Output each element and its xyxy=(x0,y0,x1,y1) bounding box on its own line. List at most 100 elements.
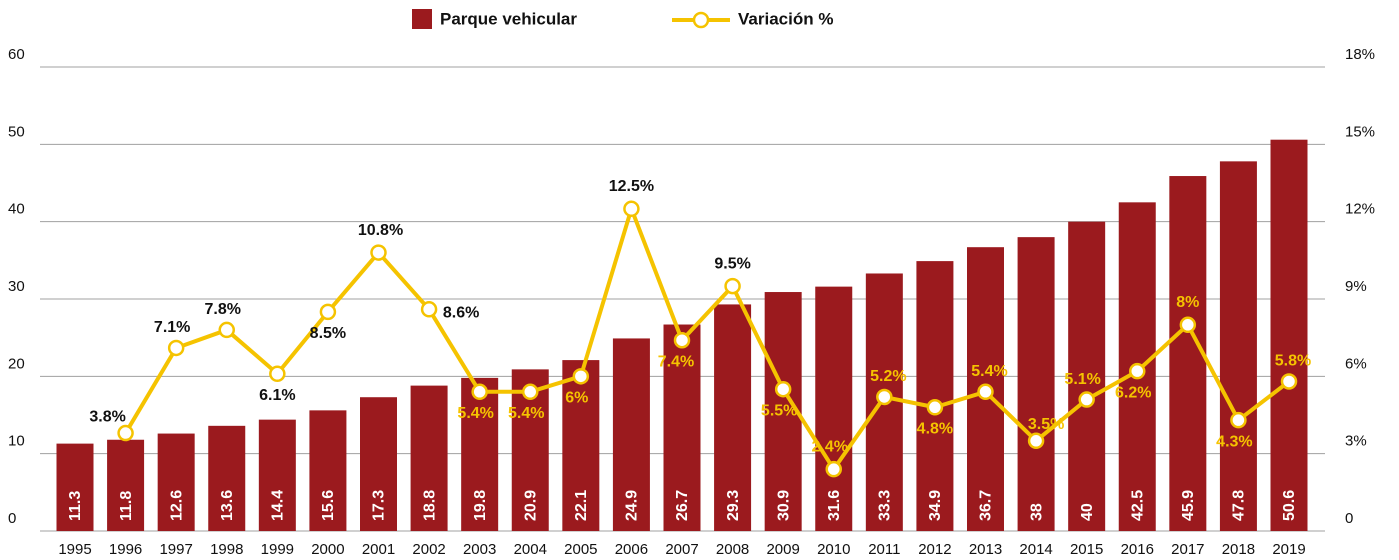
line-point xyxy=(269,365,286,383)
x-tick-label: 2019 xyxy=(1272,541,1305,558)
bar-label: 19.8 xyxy=(472,490,489,521)
x-tick-label: 2012 xyxy=(918,541,951,558)
x-tick-label: 2013 xyxy=(969,541,1002,558)
bar-label: 30.9 xyxy=(775,490,792,521)
line-label: 7.1% xyxy=(154,319,190,336)
x-tick-label: 2016 xyxy=(1121,541,1154,558)
bar xyxy=(258,419,296,531)
bar xyxy=(360,397,397,531)
x-tick-label: 2011 xyxy=(868,541,900,558)
line-point xyxy=(876,388,893,406)
bar xyxy=(56,443,94,531)
line-label: 4.8% xyxy=(917,420,953,437)
x-tick-label: 1996 xyxy=(109,541,142,558)
bar-label: 22.1 xyxy=(573,490,590,521)
line-label: 7.8% xyxy=(205,301,241,318)
y2-tick-label: 3% xyxy=(1345,433,1367,450)
bar-label: 31.6 xyxy=(826,490,843,521)
line-label: 9.5% xyxy=(714,255,750,272)
x-tick-label: 2001 xyxy=(362,541,395,558)
bar xyxy=(157,433,195,531)
bar-label: 11.8 xyxy=(118,491,135,521)
bar xyxy=(1219,161,1257,531)
x-tick-label: 2002 xyxy=(412,541,445,558)
line-label: 12.5% xyxy=(609,178,654,195)
y2-tick-label: 12% xyxy=(1345,201,1375,218)
bar-label: 15.6 xyxy=(320,490,337,521)
bar-label: 29.3 xyxy=(725,490,742,521)
line-point xyxy=(673,331,691,349)
legend-swatch xyxy=(412,9,432,29)
line-point xyxy=(420,301,438,318)
bar-label: 34.9 xyxy=(927,490,944,521)
x-tick-label: 2008 xyxy=(716,541,749,558)
bar xyxy=(1169,176,1207,532)
y-tick-label: 20 xyxy=(8,355,25,372)
y2-tick-label: 18% xyxy=(1345,46,1375,63)
line-point xyxy=(977,383,994,401)
bar xyxy=(612,338,650,531)
bar xyxy=(916,261,954,531)
line-point xyxy=(926,399,944,416)
line-label: 6.2% xyxy=(1115,384,1151,401)
bar xyxy=(1270,139,1308,531)
line-label: 3.8% xyxy=(89,408,125,425)
bar-label: 18.8 xyxy=(421,490,438,521)
line-point xyxy=(1179,316,1197,334)
line-point xyxy=(1280,373,1298,390)
line-point xyxy=(774,380,792,398)
y2-tick-label: 0 xyxy=(1345,510,1353,527)
y-tick-label: 50 xyxy=(8,123,25,140)
line-point xyxy=(117,424,134,442)
line-point xyxy=(623,200,640,218)
bar-label: 47.8 xyxy=(1231,490,1248,521)
x-tick-label: 2018 xyxy=(1222,541,1255,558)
bar-label: 50.6 xyxy=(1281,490,1298,521)
line-point xyxy=(167,339,185,357)
line-label: 7.4% xyxy=(658,353,694,370)
line-label: 4.3% xyxy=(1216,433,1252,450)
bar xyxy=(208,425,246,531)
y-tick-label: 10 xyxy=(8,433,25,450)
bar-label: 26.7 xyxy=(674,490,691,521)
x-tick-label: 1997 xyxy=(159,541,192,558)
bar-label: 14.4 xyxy=(270,490,287,521)
y-tick-label: 0 xyxy=(8,510,16,527)
y-tick-label: 60 xyxy=(8,46,25,63)
x-tick-label: 2017 xyxy=(1171,541,1204,558)
bar-label: 40 xyxy=(1079,503,1096,521)
line-point xyxy=(825,460,842,478)
bar xyxy=(1068,221,1106,531)
line-point xyxy=(724,277,741,295)
line-label: 5.1% xyxy=(1064,371,1100,388)
x-tick-label: 2003 xyxy=(463,541,496,558)
bar xyxy=(107,439,145,531)
line-label: 8.5% xyxy=(310,325,346,342)
x-tick-label: 2010 xyxy=(817,541,850,558)
line-label: 8.6% xyxy=(443,305,479,322)
bar-label: 42.5 xyxy=(1129,490,1146,521)
bar-label: 17.3 xyxy=(371,490,388,521)
line-point xyxy=(1078,391,1095,408)
bar-label: 11.3 xyxy=(67,491,84,521)
legend-label: Parque vehicular xyxy=(440,9,577,28)
line-point xyxy=(218,321,235,339)
line-point xyxy=(1230,411,1247,429)
x-tick-label: 2009 xyxy=(766,541,799,558)
x-tick-label: 1998 xyxy=(210,541,243,558)
x-tick-label: 1999 xyxy=(261,541,294,558)
line-point xyxy=(370,244,387,261)
legend-label: Variación % xyxy=(738,9,833,28)
line-point xyxy=(572,368,590,385)
line-point xyxy=(1027,432,1045,450)
line-label: 5.4% xyxy=(508,405,544,422)
line-label: 5.4% xyxy=(971,363,1007,380)
line-point xyxy=(522,383,539,401)
line-label: 2.4% xyxy=(812,438,848,455)
bar xyxy=(714,304,752,531)
line-label: 8% xyxy=(1176,294,1199,311)
line-label: 5.5% xyxy=(761,402,797,419)
y2-tick-label: 6% xyxy=(1345,355,1367,372)
line-label: 5.8% xyxy=(1275,353,1311,370)
